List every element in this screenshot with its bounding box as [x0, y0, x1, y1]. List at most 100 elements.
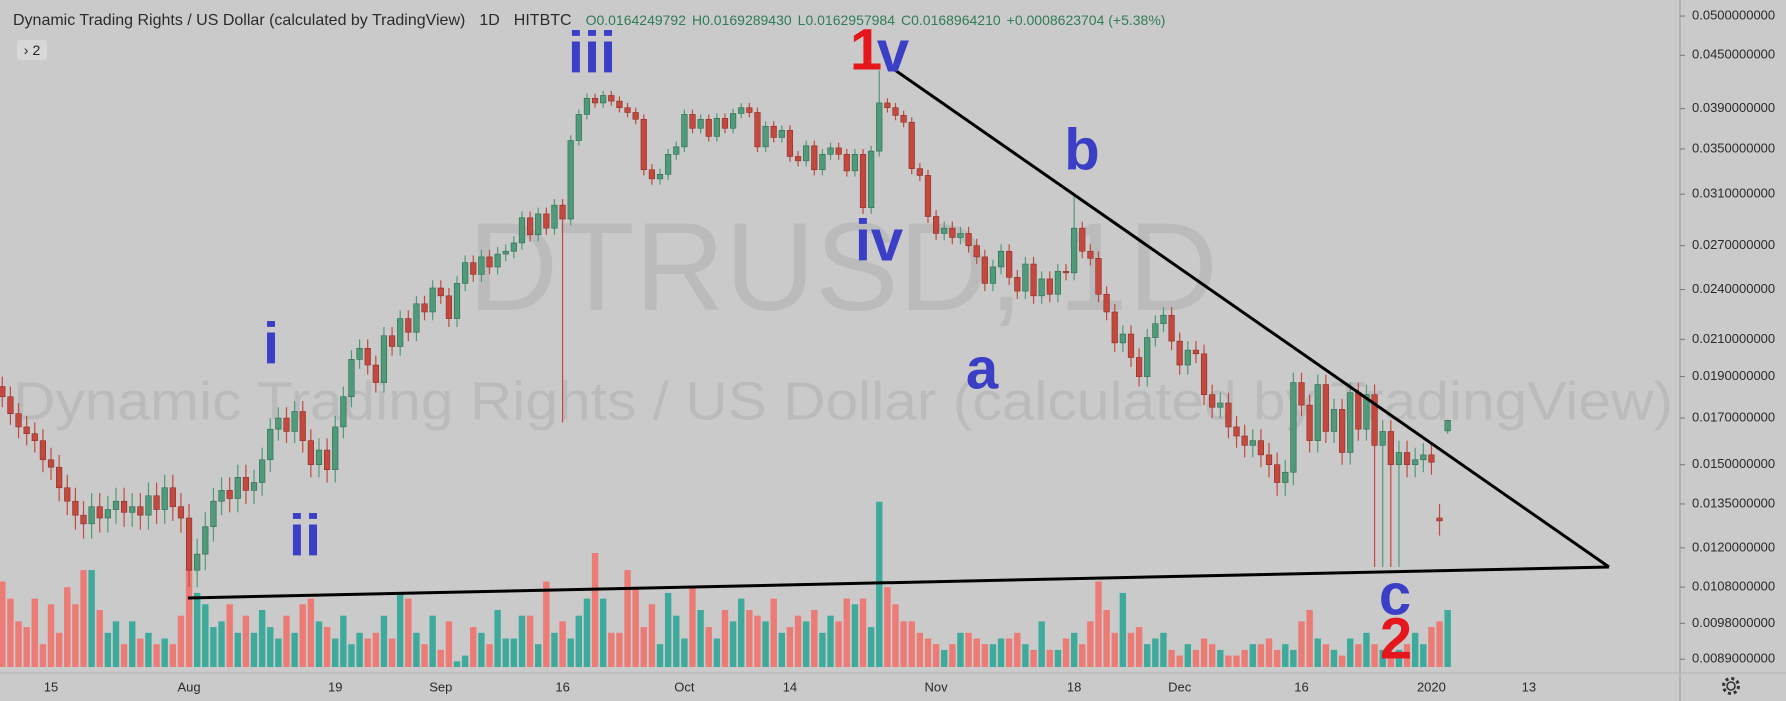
candle-body — [1274, 464, 1281, 483]
volume-bar — [242, 615, 250, 667]
volume-bar — [1225, 655, 1232, 667]
candle-body — [632, 112, 639, 120]
volume-bar — [1062, 638, 1070, 667]
interval[interactable]: 1D — [479, 12, 500, 29]
candle-body — [1103, 293, 1110, 313]
candle-body — [892, 107, 899, 116]
chevron: › — [23, 42, 29, 58]
volume-bar — [55, 632, 63, 667]
volume-bar — [1079, 644, 1086, 667]
settings-icon[interactable] — [1722, 677, 1740, 695]
volume-bar — [1152, 638, 1159, 667]
volume-bar — [234, 632, 241, 667]
candle-body — [600, 95, 607, 104]
candle-body — [543, 213, 550, 229]
candle-body — [259, 459, 266, 483]
indicator-toggle[interactable]: › 2 — [17, 40, 47, 60]
candle-body — [640, 118, 647, 171]
volume-bar — [1030, 649, 1037, 667]
ohlc-item: L0.0162957984 — [797, 12, 895, 28]
candle-body — [559, 204, 566, 220]
volume-bar — [1054, 649, 1062, 667]
volume-bar — [323, 627, 331, 667]
y-tick-label: 0.0210000000 — [1692, 331, 1775, 346]
volume-bar — [510, 638, 518, 667]
candle-body — [778, 129, 785, 138]
volume-bar — [120, 644, 128, 667]
volume-bar — [1338, 655, 1346, 667]
volume-bar — [989, 644, 997, 667]
ohlc-values: O0.0164249792 H0.0169289430 L0.0162957984 C… — [586, 12, 1166, 28]
exchange: HITBTC — [513, 12, 572, 29]
candle-body — [608, 95, 615, 102]
volume-bar — [250, 632, 258, 667]
candle-body — [194, 553, 201, 571]
candle-body — [478, 256, 485, 275]
volume-bar — [1014, 632, 1021, 667]
volume-bar — [567, 638, 574, 667]
volume-bar — [827, 615, 834, 667]
volume-bar — [1290, 649, 1297, 667]
volume-bar — [47, 604, 55, 667]
volume-bar — [729, 621, 737, 667]
y-tick-label: 0.0350000000 — [1692, 140, 1775, 155]
volume-bar — [689, 587, 696, 667]
volume-bar — [1249, 644, 1256, 667]
candle-body — [80, 514, 87, 525]
candle-body — [380, 335, 388, 383]
volume-bar — [697, 610, 704, 667]
wave-label: a — [966, 336, 999, 401]
volume-bar — [924, 638, 932, 667]
volume-bar — [88, 570, 95, 667]
candle-body — [924, 175, 932, 217]
candle-body — [267, 428, 274, 461]
candle-body — [949, 227, 956, 238]
volume-bar — [23, 627, 30, 667]
candle-body — [908, 121, 915, 169]
volume-bar — [453, 661, 461, 667]
symbol-title[interactable]: Dynamic Trading Rights / US Dollar (calc… — [13, 12, 466, 29]
volume-bar — [494, 610, 501, 667]
volume-bar — [1241, 649, 1248, 667]
candle-body — [1054, 271, 1061, 295]
volume-bar — [1005, 638, 1013, 667]
candle-body — [177, 506, 185, 519]
candle-body — [989, 266, 997, 284]
volume-bar — [794, 615, 802, 667]
volume-bar — [1379, 649, 1386, 667]
volume-bar — [1411, 632, 1419, 667]
candle-body — [1420, 454, 1427, 461]
volume-bar — [258, 610, 266, 667]
volume-bar — [1233, 655, 1240, 667]
volume-bar — [470, 627, 477, 667]
candle-body — [64, 487, 71, 502]
volume-pane — [0, 501, 1451, 667]
volume-bar — [1046, 649, 1053, 667]
wave-label: ii — [289, 503, 321, 568]
y-tick-label: 0.0150000000 — [1692, 456, 1775, 471]
candle-body — [1209, 394, 1216, 408]
volume-bar — [1087, 621, 1094, 667]
wave-label: v — [877, 19, 909, 84]
volume-bar — [1022, 644, 1029, 667]
candle-body — [1217, 402, 1224, 408]
candle-body — [835, 147, 842, 155]
volume-bar — [705, 627, 712, 667]
candle-body — [453, 283, 461, 319]
volume-bar — [218, 621, 225, 667]
x-tick-label: 16 — [555, 679, 569, 694]
volume-bar — [656, 644, 664, 667]
volume-bar — [153, 644, 160, 667]
volume-bar — [786, 627, 794, 667]
y-tick-label: 0.0120000000 — [1692, 539, 1775, 554]
candle-body — [47, 459, 55, 468]
y-tick-label: 0.0450000000 — [1692, 47, 1775, 62]
candle-body — [1265, 454, 1273, 466]
candle-body — [307, 440, 314, 466]
candle-body — [315, 449, 323, 466]
y-tick-label: 0.0190000000 — [1692, 368, 1775, 383]
volume-bar — [535, 644, 542, 667]
